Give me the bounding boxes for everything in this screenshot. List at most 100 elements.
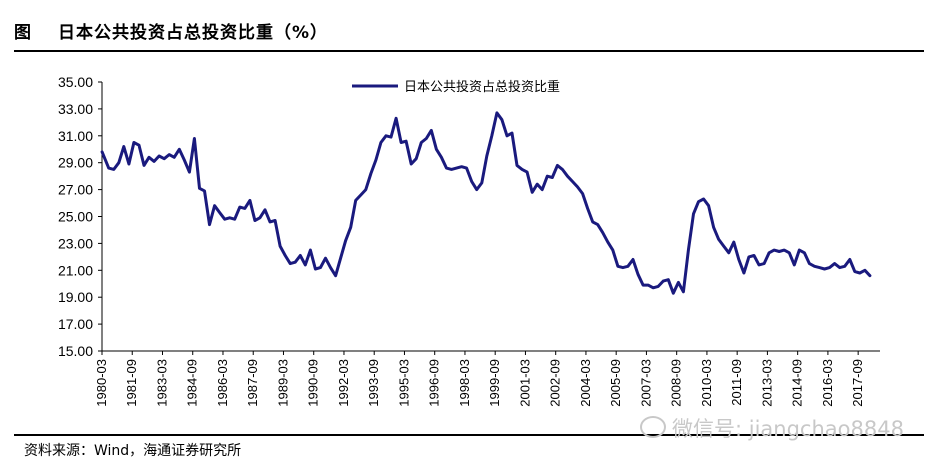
data-point bbox=[697, 201, 700, 203]
x-axis: 1980-03 1981-09 1983-03 1984-09 1986-03 1987-… bbox=[94, 350, 880, 407]
data-point bbox=[284, 254, 286, 257]
data-point bbox=[496, 112, 498, 114]
data-point bbox=[501, 119, 503, 121]
data-point bbox=[214, 205, 216, 207]
x-tick-label: 1990-09 bbox=[306, 359, 321, 407]
data-point bbox=[793, 264, 795, 266]
data-point bbox=[340, 257, 342, 259]
data-point bbox=[445, 167, 448, 169]
data-point bbox=[667, 279, 669, 281]
data-point bbox=[455, 167, 458, 169]
top-rule bbox=[14, 50, 924, 52]
y-tick-label: 15.00 bbox=[58, 343, 93, 359]
data-point bbox=[269, 221, 271, 223]
data-point bbox=[380, 141, 382, 144]
x-tick-label: 1995-03 bbox=[396, 359, 411, 407]
data-point bbox=[138, 144, 140, 146]
data-point bbox=[778, 250, 780, 253]
data-point bbox=[743, 272, 745, 274]
data-point bbox=[219, 211, 221, 214]
data-point bbox=[304, 264, 306, 266]
legend-label: 日本公共投资占总投资比重 bbox=[404, 79, 560, 95]
data-point bbox=[576, 186, 579, 188]
data-point bbox=[622, 267, 624, 269]
x-tick-label: 2002-09 bbox=[548, 359, 563, 407]
data-point bbox=[657, 285, 659, 287]
data-point bbox=[798, 249, 800, 251]
data-point bbox=[864, 269, 866, 271]
x-tick-label: 2004-03 bbox=[578, 359, 593, 407]
y-axis: 15.00 17.00 19.00 21.00 23.00 25.00 27.00 29.00… bbox=[58, 74, 103, 359]
data-point bbox=[748, 256, 750, 258]
data-point bbox=[551, 176, 553, 179]
watermark: 微信号: jiangchao8848 bbox=[640, 413, 904, 443]
data-point bbox=[481, 182, 483, 184]
series-line bbox=[100, 111, 872, 295]
data-point bbox=[728, 252, 730, 254]
data-point bbox=[703, 198, 705, 200]
data-point bbox=[682, 291, 685, 293]
data-point bbox=[839, 267, 841, 269]
data-point bbox=[763, 263, 765, 265]
data-point bbox=[385, 135, 387, 137]
data-point bbox=[773, 249, 775, 251]
data-point bbox=[183, 159, 185, 161]
x-tick-label: 1987-09 bbox=[245, 359, 260, 407]
y-tick-label: 21.00 bbox=[58, 262, 93, 278]
data-point bbox=[652, 287, 654, 289]
data-point bbox=[471, 180, 473, 183]
data-point bbox=[299, 254, 301, 257]
data-point bbox=[390, 136, 392, 138]
data-point bbox=[687, 249, 690, 251]
x-tick-label: 2013-03 bbox=[759, 359, 774, 407]
x-tick-label: 1999-09 bbox=[487, 359, 502, 407]
x-tick-label: 1992-03 bbox=[336, 359, 351, 407]
data-point bbox=[476, 189, 478, 191]
data-point bbox=[541, 189, 543, 191]
data-point bbox=[627, 265, 629, 267]
data-point bbox=[355, 199, 357, 201]
bottom-rule bbox=[14, 434, 924, 436]
y-tick-label: 17.00 bbox=[58, 316, 93, 332]
y-tick-label: 19.00 bbox=[58, 289, 93, 305]
data-point bbox=[571, 180, 574, 183]
data-point bbox=[365, 189, 367, 191]
data-point bbox=[450, 168, 453, 170]
x-tick-label: 2011-09 bbox=[729, 359, 744, 406]
data-point bbox=[360, 194, 362, 196]
y-tick-label: 35.00 bbox=[58, 74, 93, 90]
data-point bbox=[708, 205, 710, 207]
figure-label: 图 bbox=[14, 23, 32, 43]
data-point bbox=[829, 267, 831, 269]
data-point bbox=[723, 245, 725, 247]
data-point bbox=[844, 265, 846, 267]
data-point bbox=[224, 218, 226, 220]
data-point bbox=[632, 258, 634, 261]
data-point bbox=[370, 172, 372, 175]
data-point bbox=[521, 168, 523, 170]
data-point bbox=[208, 224, 211, 226]
data-point bbox=[738, 258, 740, 261]
data-point bbox=[123, 146, 125, 148]
data-point bbox=[788, 252, 790, 254]
watermark-text: 微信号: jiangchao8848 bbox=[672, 417, 904, 441]
data-point bbox=[193, 137, 195, 140]
x-tick-label: 1996-09 bbox=[427, 359, 442, 407]
data-point bbox=[425, 137, 427, 140]
x-tick-label: 1980-03 bbox=[94, 359, 109, 407]
legend: 日本公共投资占总投资比重 bbox=[352, 79, 560, 95]
x-tick-label: 1989-03 bbox=[275, 359, 290, 407]
data-point bbox=[153, 160, 155, 162]
data-point bbox=[294, 261, 296, 263]
data-point bbox=[188, 171, 190, 173]
data-point bbox=[420, 141, 422, 144]
data-point bbox=[637, 273, 639, 275]
data-point bbox=[642, 284, 644, 286]
y-tick-label: 31.00 bbox=[58, 128, 93, 144]
x-tick-label: 2014-09 bbox=[790, 359, 805, 407]
data-point bbox=[101, 151, 103, 153]
data-point bbox=[289, 263, 291, 265]
data-point bbox=[254, 219, 256, 222]
data-point bbox=[203, 190, 206, 192]
data-point bbox=[435, 148, 437, 150]
